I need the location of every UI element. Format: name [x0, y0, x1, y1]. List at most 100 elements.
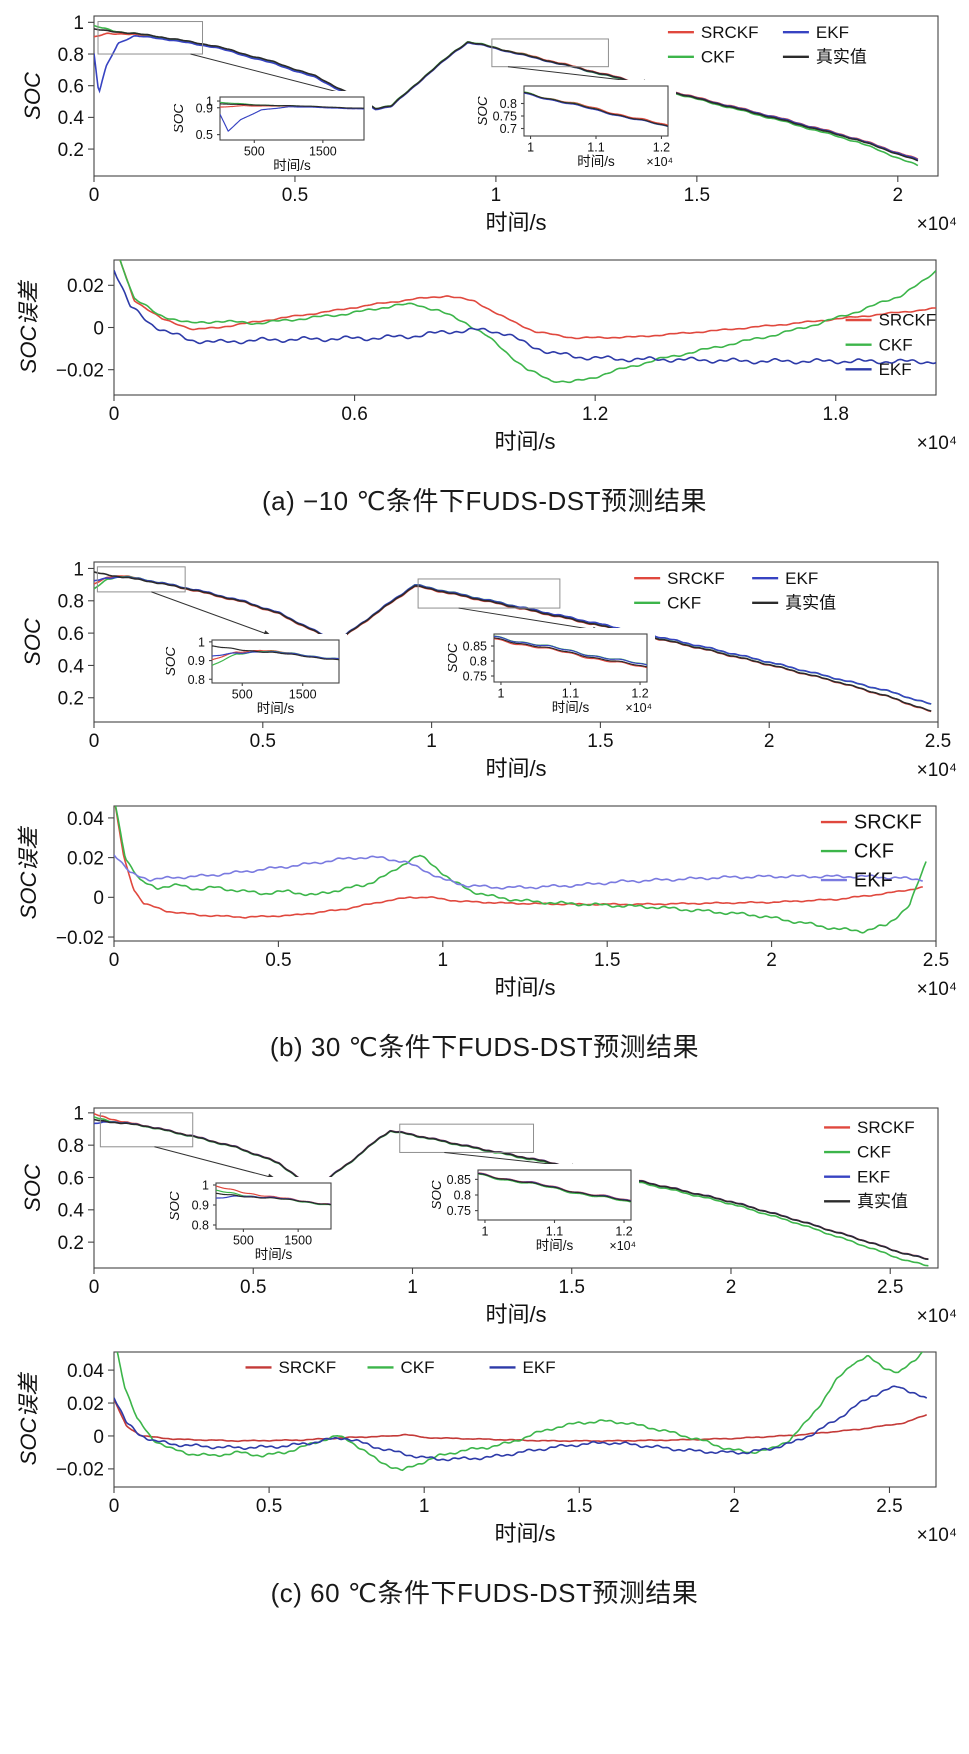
svg-text:0: 0 — [88, 731, 99, 752]
svg-text:0.9: 0.9 — [187, 654, 204, 668]
svg-text:−0.02: −0.02 — [55, 1460, 103, 1481]
svg-text:1.1: 1.1 — [561, 687, 578, 701]
svg-text:EKF: EKF — [857, 1167, 890, 1186]
svg-text:1: 1 — [73, 13, 84, 34]
svg-text:0.6: 0.6 — [57, 624, 83, 645]
svg-text:0.2: 0.2 — [57, 1233, 83, 1254]
svg-text:EKF: EKF — [853, 870, 892, 892]
soc-chart-b: 0 0.5 1 1.5 2 2.5 0.2 0.4 0.6 0.8 1 时间/s ×10⁴ SOC SRCK… — [20, 559, 957, 781]
svg-text:0.8: 0.8 — [57, 45, 83, 66]
svg-text:SOC误差: SOC误差 — [16, 280, 41, 374]
svg-text:0.04: 0.04 — [67, 809, 104, 830]
svg-text:0.5: 0.5 — [240, 1277, 266, 1298]
svg-text:SOC: SOC — [171, 104, 186, 134]
soc-chart-a: 0 0.5 1 1.5 2 0.2 0.4 0.6 0.8 1 时间/s ×10⁴ SOC SRCKF EK… — [20, 13, 957, 235]
svg-text:×10⁴: ×10⁴ — [625, 701, 652, 715]
svg-text:SRCKF: SRCKF — [878, 311, 936, 330]
figure-b: 0 0.5 1 1.5 2 2.5 0.2 0.4 0.6 0.8 1 时间/s ×10⁴ SOC SRCK… — [10, 552, 960, 1064]
svg-text:SOC: SOC — [475, 96, 490, 126]
svg-text:1.8: 1.8 — [822, 404, 848, 425]
svg-text:0.75: 0.75 — [446, 1204, 470, 1218]
svg-text:2.5: 2.5 — [924, 731, 950, 752]
svg-text:SRCKF: SRCKF — [278, 1358, 336, 1377]
svg-text:CKF: CKF — [857, 1143, 891, 1162]
svg-text:1: 1 — [73, 1104, 84, 1125]
svg-text:0.2: 0.2 — [57, 689, 83, 710]
svg-text:SOC: SOC — [20, 1164, 45, 1212]
svg-text:时间/s: 时间/s — [535, 1238, 573, 1253]
svg-text:CKF: CKF — [878, 335, 912, 354]
svg-text:0.6: 0.6 — [57, 77, 83, 98]
svg-text:1: 1 — [407, 1277, 418, 1298]
svg-text:时间/s: 时间/s — [494, 975, 555, 1000]
svg-text:时间/s: 时间/s — [254, 1247, 292, 1262]
svg-text:0.8: 0.8 — [187, 673, 204, 687]
caption-a: (a) −10 ℃条件下FUDS-DST预测结果 — [262, 486, 707, 516]
svg-text:1.5: 1.5 — [683, 185, 709, 206]
svg-text:CKF: CKF — [667, 593, 701, 612]
svg-text:500: 500 — [232, 1234, 253, 1248]
svg-text:0: 0 — [108, 404, 119, 425]
svg-text:CKF: CKF — [400, 1358, 434, 1377]
svg-text:1500: 1500 — [288, 688, 316, 702]
svg-text:时间/s: 时间/s — [551, 700, 589, 715]
svg-text:真实值: 真实值 — [785, 593, 836, 612]
svg-text:×10⁴: ×10⁴ — [916, 433, 956, 454]
svg-text:0: 0 — [108, 950, 119, 971]
svg-text:0.8: 0.8 — [469, 655, 486, 669]
svg-text:1: 1 — [490, 185, 501, 206]
caption-c: (c) 60 ℃条件下FUDS-DST预测结果 — [270, 1578, 699, 1608]
svg-text:2: 2 — [892, 185, 903, 206]
svg-text:−0.02: −0.02 — [55, 928, 103, 949]
soc-error-chart-a: 0 0.6 1.2 1.8 −0.02 0 0.02 时间/s ×10⁴ SOC误差 SRCKF CK… — [16, 259, 957, 454]
svg-text:1.5: 1.5 — [593, 950, 619, 971]
svg-text:0.4: 0.4 — [57, 108, 84, 129]
svg-text:1: 1 — [437, 950, 448, 971]
svg-text:0.8: 0.8 — [57, 1136, 83, 1157]
svg-text:CKF: CKF — [853, 841, 893, 863]
svg-text:1: 1 — [481, 1225, 488, 1239]
svg-text:2: 2 — [729, 1496, 740, 1517]
svg-text:EKF: EKF — [785, 569, 818, 588]
svg-text:1: 1 — [73, 559, 84, 580]
svg-text:SOC: SOC — [167, 1191, 182, 1221]
svg-text:SRCKF: SRCKF — [853, 812, 921, 834]
svg-text:0.8: 0.8 — [57, 592, 83, 613]
svg-text:SRCKF: SRCKF — [667, 569, 725, 588]
svg-text:0.04: 0.04 — [67, 1361, 104, 1382]
svg-text:0.8: 0.8 — [453, 1189, 470, 1203]
svg-text:2.5: 2.5 — [922, 950, 948, 971]
svg-text:0.2: 0.2 — [57, 140, 83, 161]
svg-text:0.75: 0.75 — [462, 670, 486, 684]
svg-text:0.8: 0.8 — [499, 97, 516, 111]
svg-text:1: 1 — [527, 141, 534, 155]
svg-text:1.5: 1.5 — [587, 731, 613, 752]
svg-text:0.75: 0.75 — [492, 110, 516, 124]
svg-text:时间/s: 时间/s — [494, 429, 555, 454]
svg-text:1500: 1500 — [308, 145, 336, 159]
svg-text:0.9: 0.9 — [195, 101, 212, 115]
svg-text:0: 0 — [93, 1427, 104, 1448]
svg-text:时间/s: 时间/s — [577, 154, 615, 169]
svg-text:EKF: EKF — [878, 360, 911, 379]
svg-text:SRCKF: SRCKF — [700, 23, 758, 42]
svg-text:时间/s: 时间/s — [485, 756, 546, 781]
svg-text:CKF: CKF — [700, 47, 734, 66]
svg-text:×10⁴: ×10⁴ — [646, 155, 673, 169]
svg-text:0.9: 0.9 — [191, 1199, 208, 1213]
svg-text:−0.02: −0.02 — [55, 361, 103, 382]
svg-text:0.5: 0.5 — [255, 1496, 281, 1517]
svg-text:2.5: 2.5 — [877, 1277, 903, 1298]
svg-text:SOC误差: SOC误差 — [16, 826, 41, 920]
svg-text:0.4: 0.4 — [57, 656, 84, 677]
svg-text:SOC: SOC — [429, 1180, 444, 1210]
svg-text:2.5: 2.5 — [876, 1496, 902, 1517]
svg-text:SOC: SOC — [445, 643, 460, 673]
figure-c: 0 0.5 1 1.5 2 2.5 0.2 0.4 0.6 0.8 1 时间/s ×10⁴ SOC SRCK… — [10, 1098, 960, 1610]
svg-text:500: 500 — [243, 145, 264, 159]
svg-text:2: 2 — [763, 731, 774, 752]
svg-text:1.2: 1.2 — [615, 1225, 632, 1239]
svg-text:EKF: EKF — [815, 23, 848, 42]
